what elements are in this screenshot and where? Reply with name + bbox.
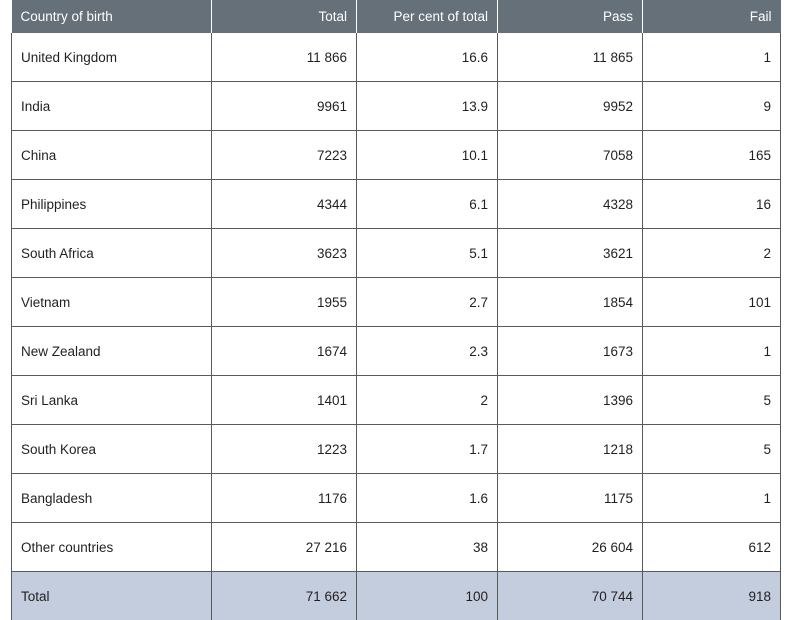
cell-pass: 9952: [498, 82, 643, 131]
column-header-country-of-birth: Country of birth: [12, 0, 212, 33]
cell-pass: 4328: [498, 180, 643, 229]
cell-total-total: 71 662: [212, 572, 357, 620]
cell-country: United Kingdom: [12, 33, 212, 82]
cell-per-cent-of-total: 16.6: [357, 33, 498, 82]
table-header: Country of birth Total Per cent of total…: [12, 0, 781, 33]
cell-per-cent-of-total: 13.9: [357, 82, 498, 131]
cell-per-cent-of-total: 2.3: [357, 327, 498, 376]
column-header-per-cent-of-total: Per cent of total: [357, 0, 498, 33]
table-row: Philippines 4344 6.1 4328 16: [12, 180, 781, 229]
column-header-pass: Pass: [498, 0, 643, 33]
cell-country: Vietnam: [12, 278, 212, 327]
cell-per-cent-of-total: 1.7: [357, 425, 498, 474]
cell-fail: 101: [643, 278, 781, 327]
table-row: South Korea 1223 1.7 1218 5: [12, 425, 781, 474]
cell-total: 1955: [212, 278, 357, 327]
cell-per-cent-of-total: 38: [357, 523, 498, 572]
cell-fail: 5: [643, 425, 781, 474]
cell-total: 27 216: [212, 523, 357, 572]
table-header-row: Country of birth Total Per cent of total…: [12, 0, 781, 33]
table-row: New Zealand 1674 2.3 1673 1: [12, 327, 781, 376]
cell-country: Sri Lanka: [12, 376, 212, 425]
table-row: Other countries 27 216 38 26 604 612: [12, 523, 781, 572]
cell-pass: 1673: [498, 327, 643, 376]
cell-country: Philippines: [12, 180, 212, 229]
cell-pass: 11 865: [498, 33, 643, 82]
column-header-fail: Fail: [643, 0, 781, 33]
cell-per-cent-of-total: 1.6: [357, 474, 498, 523]
cell-pass: 1396: [498, 376, 643, 425]
cell-per-cent-of-total: 2.7: [357, 278, 498, 327]
cell-pass: 1854: [498, 278, 643, 327]
cell-country: South Africa: [12, 229, 212, 278]
cell-per-cent-of-total: 10.1: [357, 131, 498, 180]
statistics-table-container: Country of birth Total Per cent of total…: [11, 0, 780, 620]
cell-total-label: Total: [12, 572, 212, 620]
cell-pass: 26 604: [498, 523, 643, 572]
cell-country: New Zealand: [12, 327, 212, 376]
table-row: United Kingdom 11 866 16.6 11 865 1: [12, 33, 781, 82]
cell-country: Bangladesh: [12, 474, 212, 523]
cell-total-pass: 70 744: [498, 572, 643, 620]
table-row: Bangladesh 1176 1.6 1175 1: [12, 474, 781, 523]
cell-fail: 16: [643, 180, 781, 229]
cell-total: 1176: [212, 474, 357, 523]
table-total-row: Total 71 662 100 70 744 918: [12, 572, 781, 620]
cell-pass: 7058: [498, 131, 643, 180]
cell-fail: 1: [643, 327, 781, 376]
cell-fail: 9: [643, 82, 781, 131]
table-row: India 9961 13.9 9952 9: [12, 82, 781, 131]
cell-total: 11 866: [212, 33, 357, 82]
cell-fail: 612: [643, 523, 781, 572]
cell-total-per-cent-of-total: 100: [357, 572, 498, 620]
cell-total: 1674: [212, 327, 357, 376]
cell-pass: 1175: [498, 474, 643, 523]
table-body: United Kingdom 11 866 16.6 11 865 1 Indi…: [12, 33, 781, 620]
cell-pass: 3621: [498, 229, 643, 278]
cell-total: 3623: [212, 229, 357, 278]
cell-fail: 165: [643, 131, 781, 180]
cell-total: 9961: [212, 82, 357, 131]
table-row: China 7223 10.1 7058 165: [12, 131, 781, 180]
cell-pass: 1218: [498, 425, 643, 474]
cell-total: 1401: [212, 376, 357, 425]
cell-fail: 5: [643, 376, 781, 425]
cell-total: 7223: [212, 131, 357, 180]
cell-fail: 1: [643, 33, 781, 82]
table-row: Vietnam 1955 2.7 1854 101: [12, 278, 781, 327]
cell-per-cent-of-total: 5.1: [357, 229, 498, 278]
cell-country: South Korea: [12, 425, 212, 474]
cell-country: Other countries: [12, 523, 212, 572]
cell-fail: 2: [643, 229, 781, 278]
cell-total: 4344: [212, 180, 357, 229]
cell-per-cent-of-total: 2: [357, 376, 498, 425]
table-row: South Africa 3623 5.1 3621 2: [12, 229, 781, 278]
cell-per-cent-of-total: 6.1: [357, 180, 498, 229]
table-row: Sri Lanka 1401 2 1396 5: [12, 376, 781, 425]
cell-fail: 1: [643, 474, 781, 523]
cell-country: India: [12, 82, 212, 131]
cell-total: 1223: [212, 425, 357, 474]
country-of-birth-statistics-table: Country of birth Total Per cent of total…: [11, 0, 781, 620]
column-header-total: Total: [212, 0, 357, 33]
cell-country: China: [12, 131, 212, 180]
cell-total-fail: 918: [643, 572, 781, 620]
